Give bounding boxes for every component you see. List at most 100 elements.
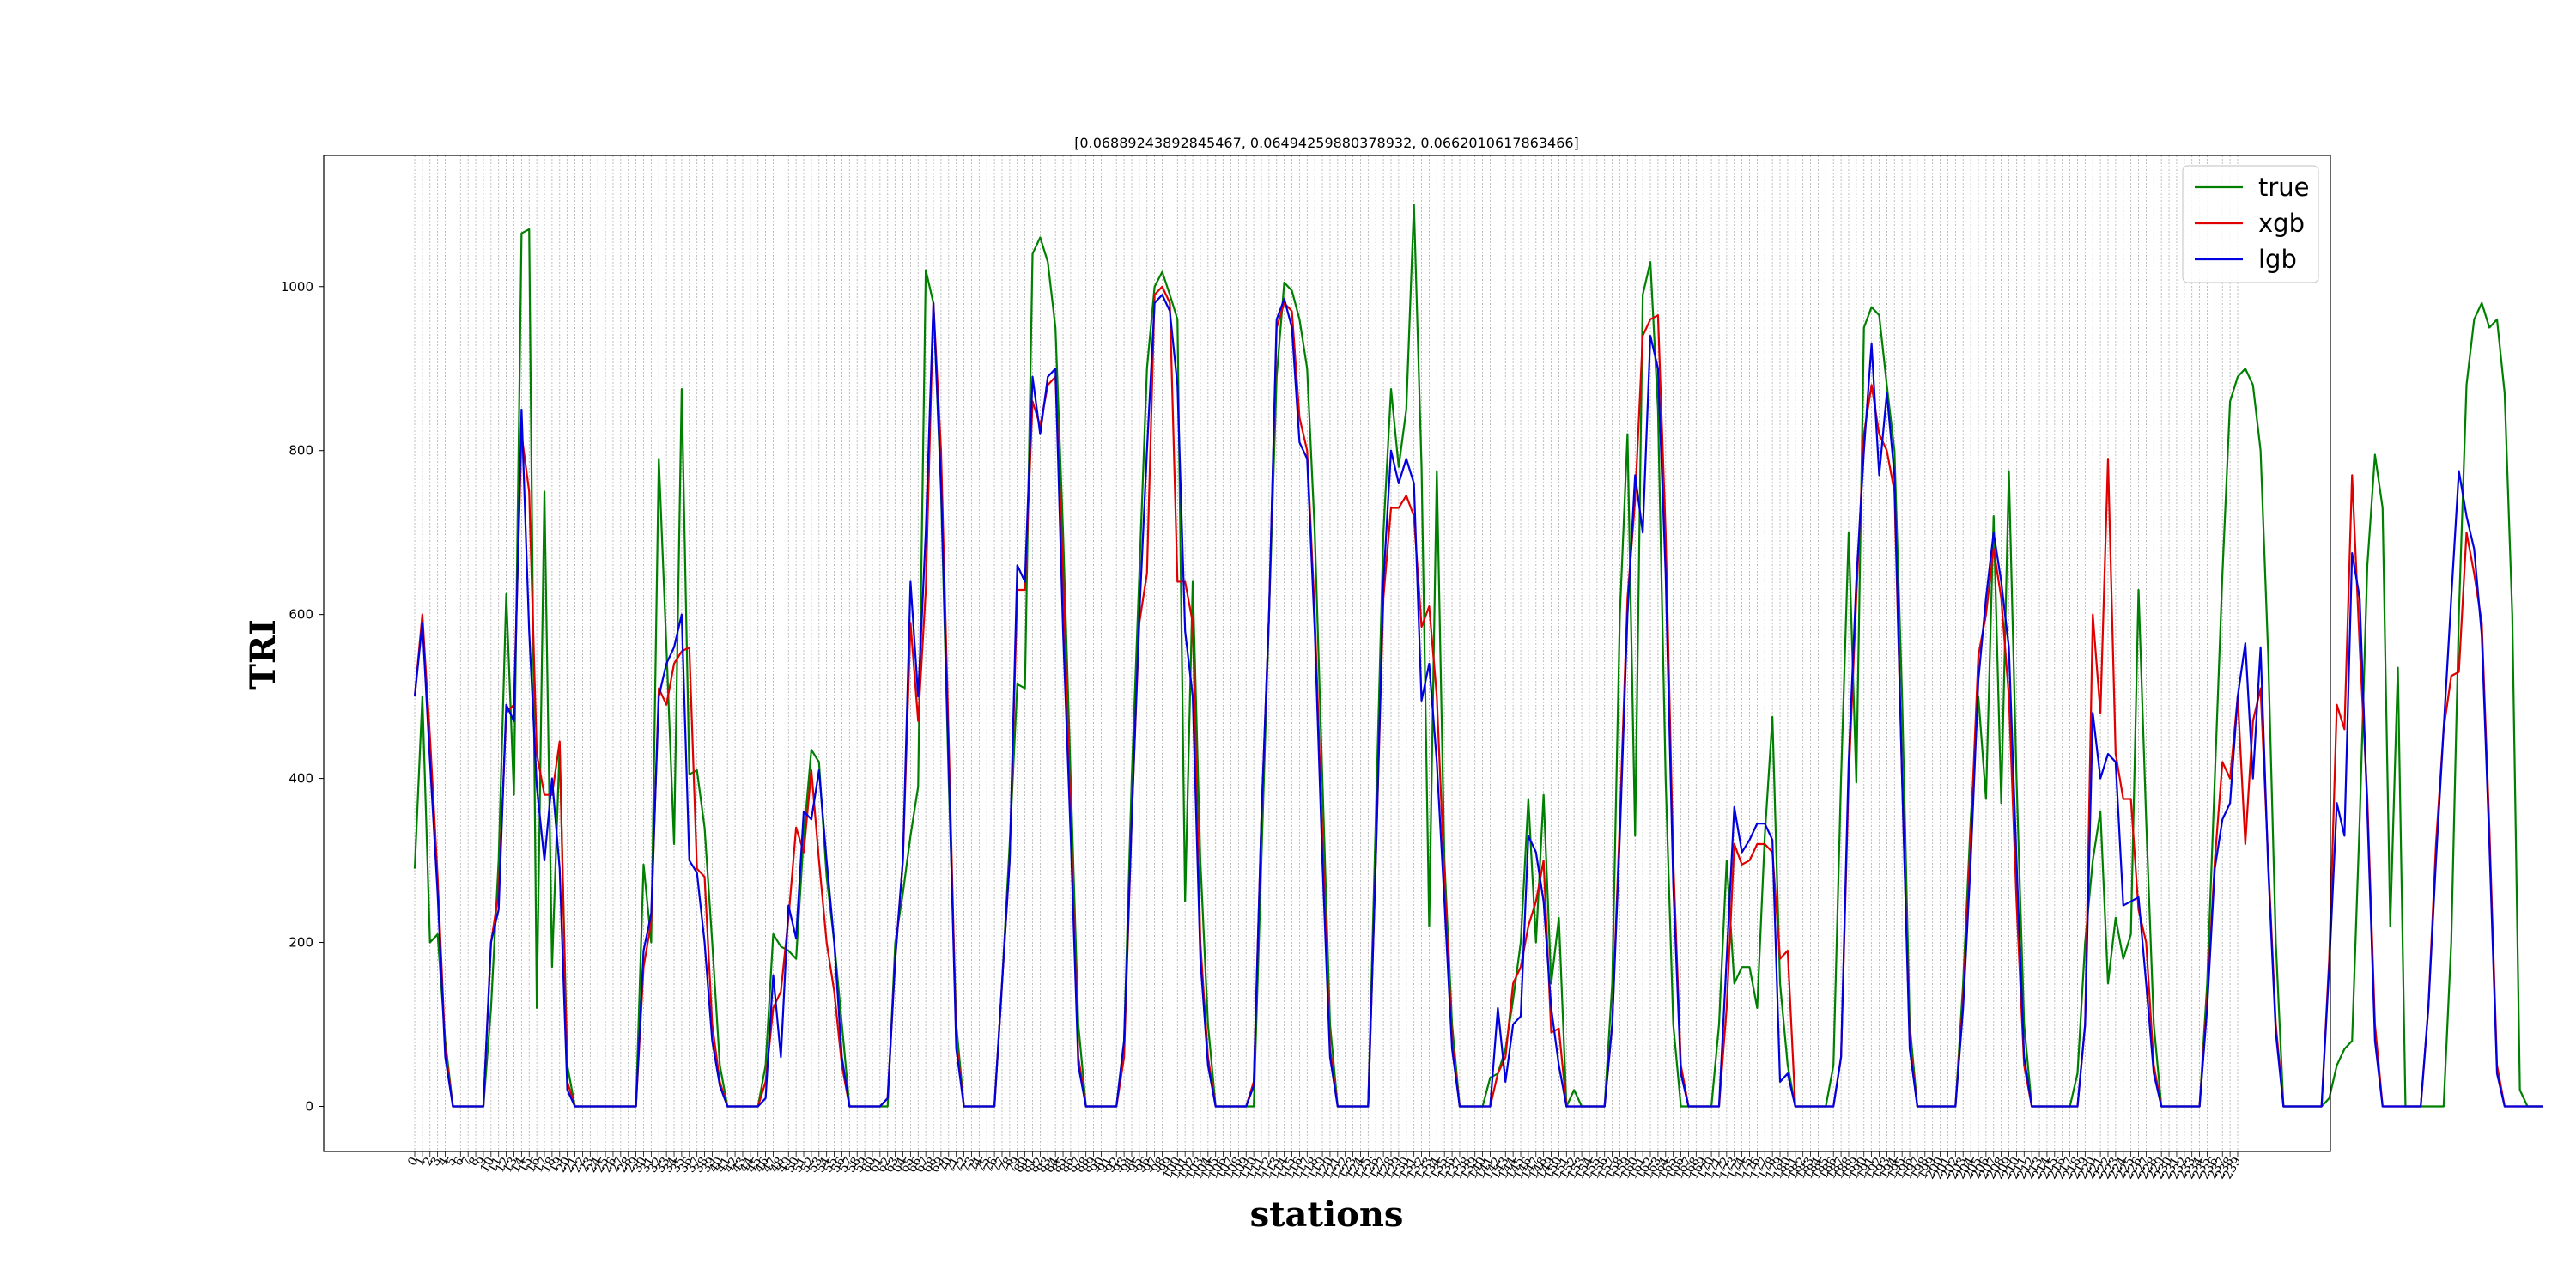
- x-tick-label: 44: [738, 1155, 757, 1176]
- x-tick-label: 89: [1080, 1155, 1100, 1175]
- x-tick-label: 93: [1111, 1155, 1131, 1175]
- legend-frame: [2182, 165, 2319, 283]
- x-tick-label: 46: [752, 1155, 772, 1176]
- x-axis-label: stations: [1250, 1194, 1404, 1235]
- x-tick-label: 79: [1004, 1155, 1024, 1175]
- x-tick-label: 29: [623, 1155, 642, 1175]
- x-tick-label: 17: [532, 1155, 551, 1175]
- x-tick-label: 33: [653, 1155, 673, 1175]
- x-tick-label: 18: [539, 1155, 559, 1175]
- x-tick-label: 54: [813, 1155, 833, 1176]
- x-tick-label: 40: [707, 1155, 726, 1175]
- x-tick-label: 34: [661, 1155, 681, 1176]
- x-tick-label: 16: [524, 1155, 544, 1176]
- x-tick-label: 96: [1133, 1155, 1153, 1176]
- x-tick-label: 42: [722, 1155, 742, 1175]
- x-tick-label: 38: [691, 1155, 711, 1175]
- x-tick-label: 15: [516, 1155, 536, 1175]
- x-tick-label: 41: [714, 1155, 734, 1175]
- x-tick-label: 81: [1019, 1155, 1039, 1175]
- x-tick-label: 90: [1088, 1155, 1108, 1175]
- x-tick-label: 45: [744, 1155, 764, 1175]
- x-axis: 0123456789101112131415161718192021222324…: [405, 1151, 2244, 1182]
- x-tick-label: 62: [874, 1155, 894, 1175]
- x-tick-label: 69: [928, 1155, 948, 1175]
- y-tick-label: 1000: [281, 279, 313, 295]
- x-tick-label: 67: [913, 1155, 933, 1175]
- x-tick-label: 14: [508, 1155, 528, 1176]
- y-tick-label: 400: [289, 771, 313, 787]
- x-tick-label: 71: [943, 1155, 963, 1175]
- x-tick-label: 77: [989, 1155, 1009, 1175]
- x-tick-label: 11: [485, 1155, 505, 1175]
- series-line-xgb: [413, 285, 2543, 1108]
- legend: true xgb lgb: [2182, 165, 2319, 283]
- x-tick-label: 10: [478, 1155, 498, 1175]
- x-tick-label: 83: [1035, 1155, 1054, 1175]
- series-line-lgb: [413, 294, 2543, 1108]
- x-tick-label: 68: [920, 1155, 940, 1175]
- x-tick-label: 97: [1141, 1155, 1161, 1175]
- x-tick-label: 21: [562, 1155, 581, 1175]
- x-tick-label: 52: [799, 1155, 818, 1175]
- x-tick-label: 26: [600, 1155, 620, 1176]
- x-tick-label: 80: [1012, 1155, 1031, 1175]
- x-tick-label: 59: [852, 1155, 872, 1175]
- x-tick-label: 51: [791, 1155, 811, 1175]
- x-tick-label: 95: [1127, 1155, 1146, 1175]
- x-tick-label: 24: [585, 1155, 605, 1176]
- x-tick-label: 84: [1042, 1155, 1062, 1176]
- x-tick-label: 36: [676, 1155, 696, 1176]
- x-tick-label: 37: [683, 1155, 703, 1175]
- x-tick-label: 64: [890, 1155, 909, 1176]
- x-tick-label: 47: [760, 1155, 780, 1175]
- grid: [414, 155, 2239, 1151]
- x-tick-label: 25: [592, 1155, 612, 1175]
- x-tick-label: 27: [608, 1155, 628, 1175]
- x-tick-label: 55: [821, 1155, 841, 1175]
- y-axis-label: TRI: [243, 619, 283, 690]
- x-tick-label: 12: [493, 1155, 513, 1175]
- x-tick-label: 85: [1050, 1155, 1070, 1175]
- x-tick-label: 19: [546, 1155, 566, 1175]
- legend-label-xgb: xgb: [2258, 209, 2305, 238]
- x-tick-label: 86: [1058, 1155, 1078, 1176]
- x-tick-label: 48: [768, 1155, 787, 1175]
- y-tick-label: 200: [289, 935, 313, 951]
- x-tick-label: 35: [669, 1155, 689, 1175]
- x-tick-label: 82: [1027, 1155, 1047, 1175]
- x-tick-label: 28: [615, 1155, 635, 1175]
- x-tick-label: 63: [882, 1155, 902, 1175]
- x-tick-label: 75: [974, 1155, 993, 1175]
- x-tick-label: 73: [958, 1155, 978, 1175]
- x-tick-label: 88: [1072, 1155, 1092, 1175]
- x-tick-label: 78: [997, 1155, 1017, 1175]
- x-tick-label: 76: [981, 1155, 1001, 1176]
- x-tick-label: 43: [730, 1155, 750, 1175]
- x-tick-label: 53: [805, 1155, 825, 1175]
- x-tick-label: 50: [783, 1155, 803, 1175]
- y-tick-label: 0: [305, 1098, 313, 1114]
- y-tick-label: 800: [289, 443, 313, 459]
- plot-frame: [323, 155, 2331, 1152]
- x-tick-label: 13: [501, 1155, 520, 1175]
- x-tick-label: 66: [905, 1155, 925, 1176]
- y-axis: 0 200 400 600 800 1000: [281, 279, 324, 1114]
- x-tick-label: 22: [569, 1155, 589, 1175]
- x-tick-label: 58: [844, 1155, 864, 1175]
- x-tick-label: 49: [775, 1155, 795, 1175]
- x-tick-label: 23: [577, 1155, 597, 1175]
- legend-label-lgb: lgb: [2258, 245, 2297, 274]
- x-tick-label: 65: [897, 1155, 917, 1175]
- series-line-true: [413, 204, 2543, 1108]
- x-tick-label: 60: [860, 1155, 879, 1175]
- x-tick-label: 61: [867, 1155, 887, 1175]
- x-tick-label: 56: [829, 1155, 848, 1176]
- x-tick-label: 99: [1157, 1155, 1176, 1175]
- y-tick-label: 600: [289, 607, 313, 623]
- x-tick-label: 91: [1096, 1155, 1115, 1175]
- x-tick-label: 30: [630, 1155, 650, 1175]
- x-tick-label: 74: [966, 1155, 986, 1176]
- x-tick-label: 57: [836, 1155, 856, 1175]
